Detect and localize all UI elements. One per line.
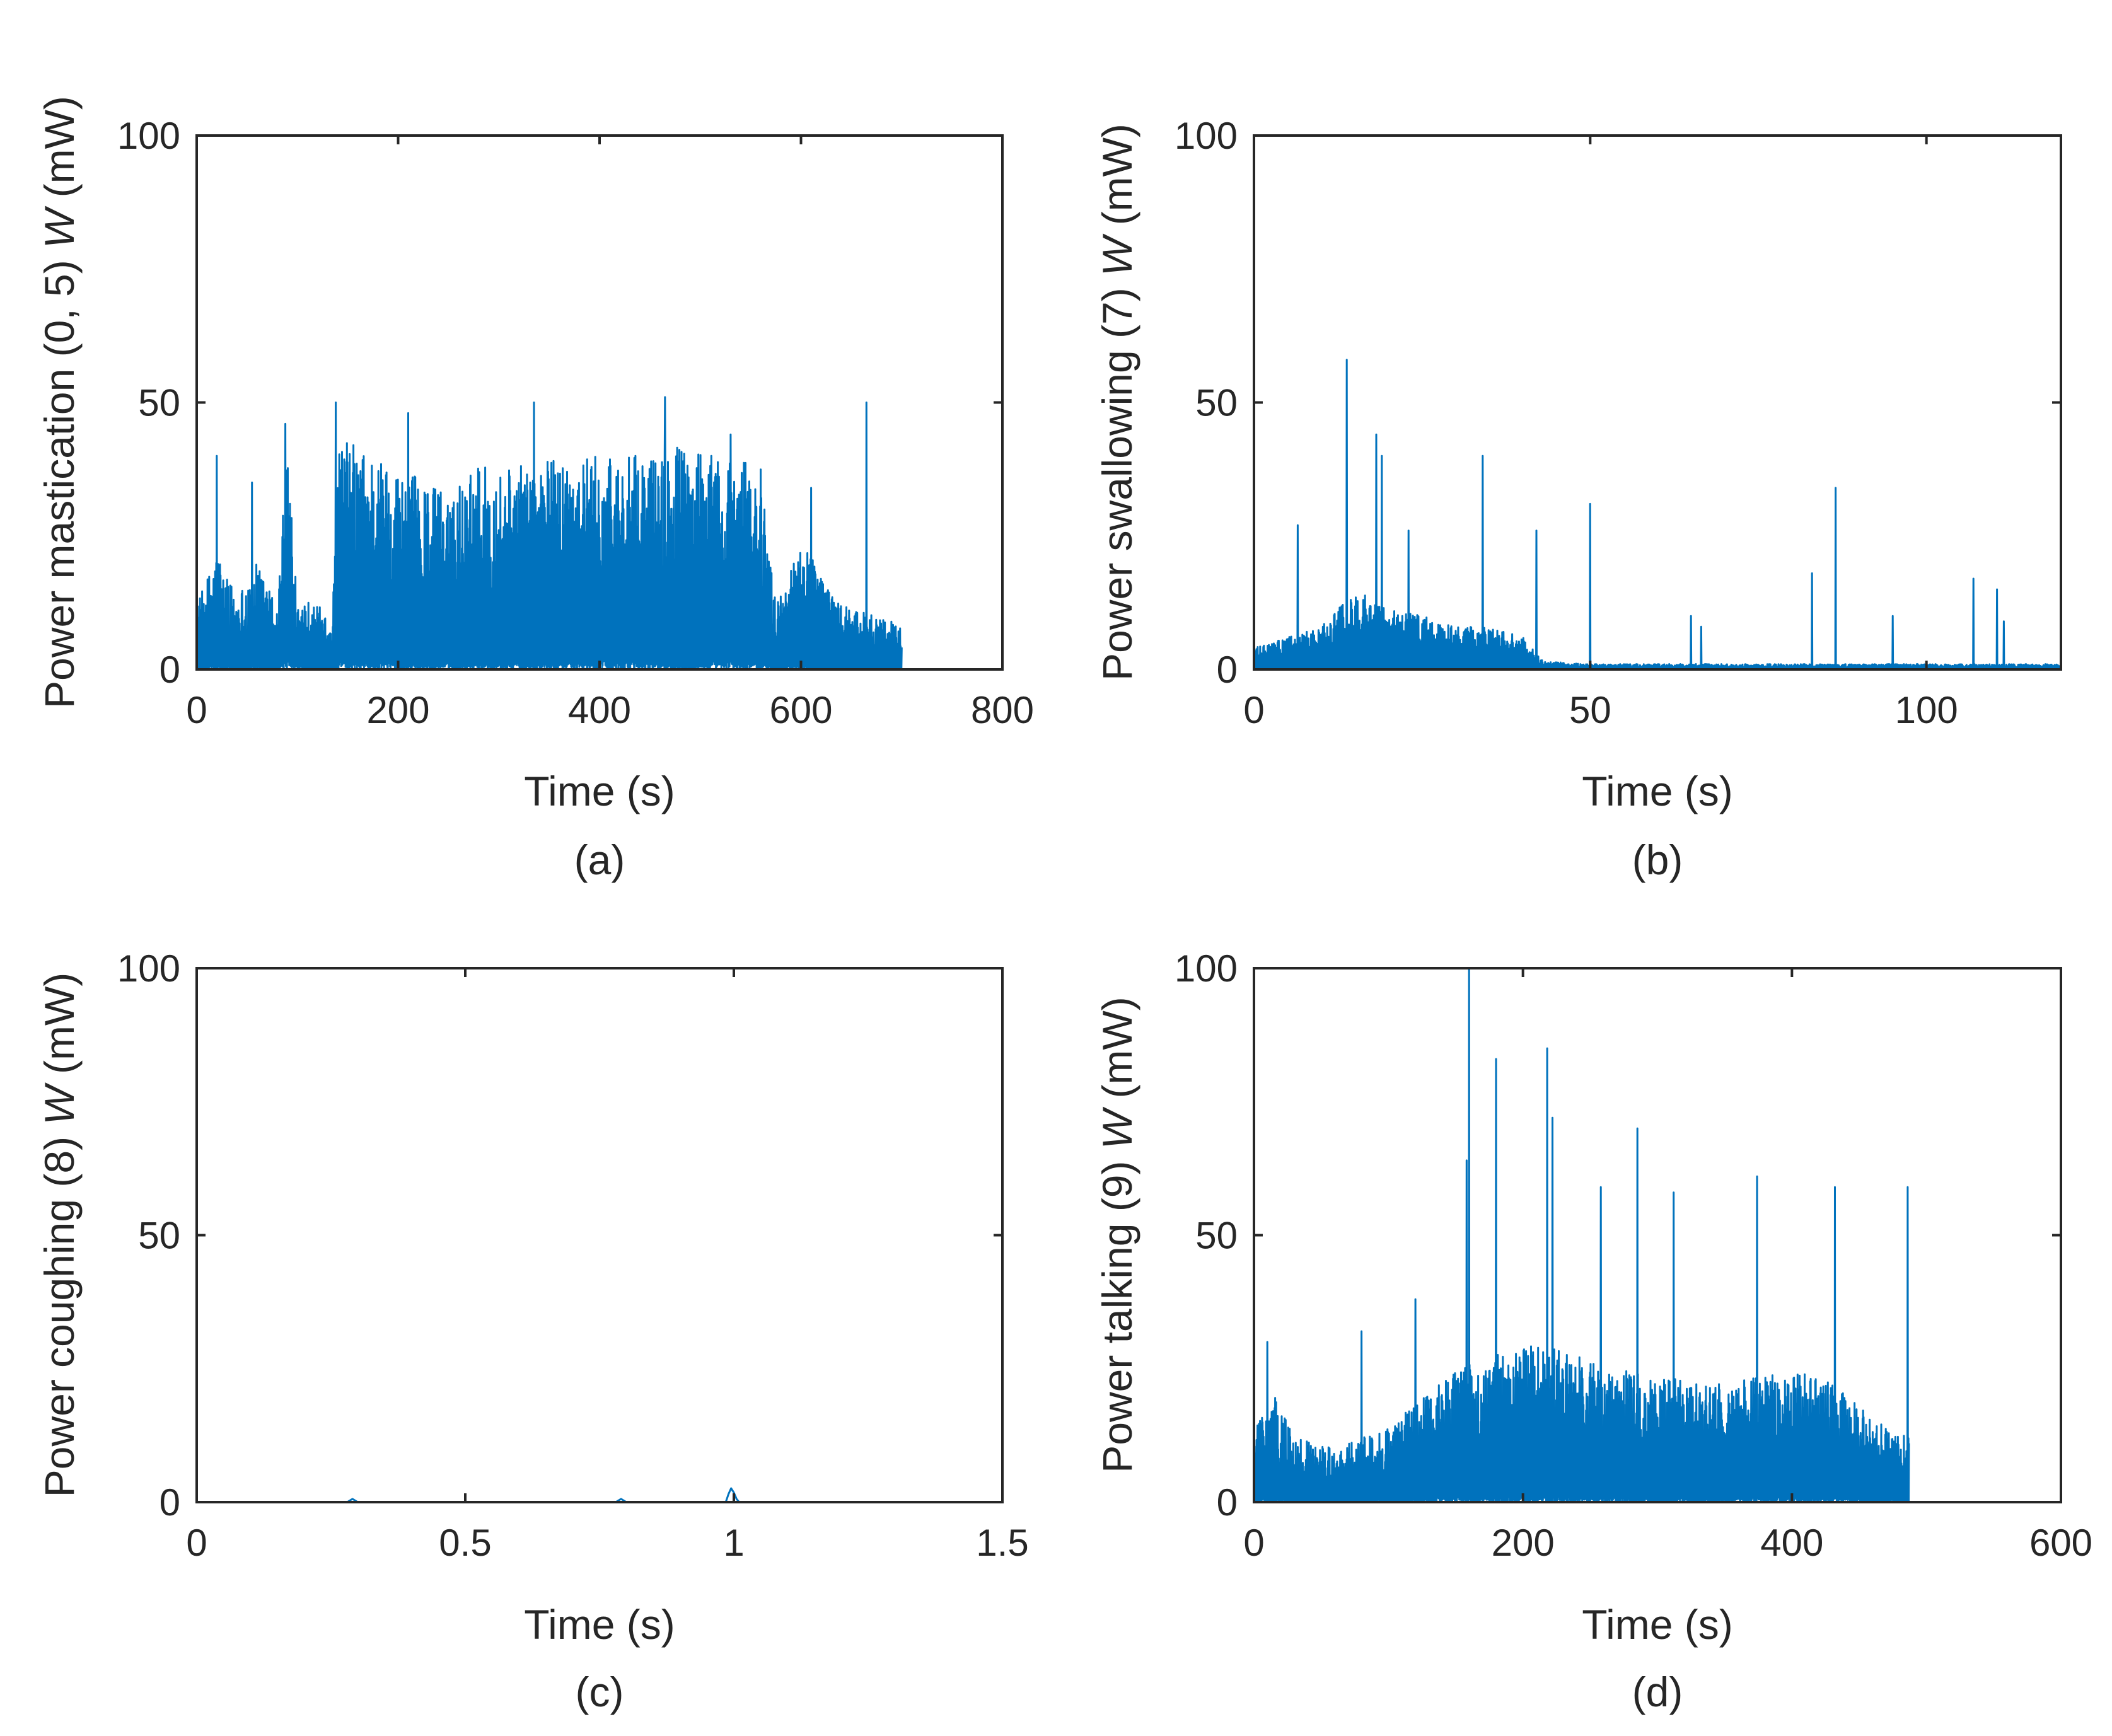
y-axis-label-d-var: W: [1094, 1106, 1140, 1149]
panel-c: 0 0.5 1 1.5 0 50 100 Time (s) Power coughing (…: [36, 947, 1029, 1715]
panel-a: 0 200 400 600 800 0 50 100 Time (s) Power masti…: [36, 96, 1034, 883]
x-tick-label-b: 50: [1569, 689, 1611, 731]
y-axis-label-a-prefix: Power mastication (0, 5): [36, 248, 83, 709]
x-tick-label-d: 400: [1760, 1522, 1823, 1564]
y-axis-label-b-var: W: [1094, 233, 1140, 276]
x-tick-label-c: 0.5: [439, 1522, 491, 1564]
y-axis-label-b-prefix: Power swallowing (7): [1094, 276, 1140, 681]
panel-b: 0 50 100 0 50 100 Time (s) Power swallowing (…: [1094, 115, 2062, 883]
y-axis-label-d: Power talking (9) W (mW): [1094, 997, 1140, 1473]
ticks-d: 0 200 400 600 0 50 100: [1175, 947, 2092, 1564]
y-axis-label-c-var: W: [36, 1082, 83, 1125]
y-tick-label-b: 100: [1175, 115, 1238, 157]
x-tick-label-d: 0: [1243, 1522, 1264, 1564]
y-tick-label-a: 50: [138, 382, 180, 424]
series-line-d: [1253, 967, 1910, 1503]
series-line-a: [195, 396, 903, 671]
panel-label-a: (a): [574, 836, 625, 883]
y-axis-label-a: Power mastication (0, 5) W (mW): [36, 96, 83, 709]
x-tick-label-b: 100: [1895, 689, 1958, 731]
x-tick-label-c: 1.5: [976, 1522, 1028, 1564]
x-axis-label-c: Time (s): [524, 1601, 675, 1648]
x-tick-label-b: 0: [1243, 689, 1264, 731]
y-tick-label-d: 50: [1195, 1215, 1238, 1257]
y-tick-label-a: 0: [160, 649, 180, 691]
y-tick-label-d: 100: [1175, 947, 1238, 990]
y-tick-label-c: 100: [117, 947, 180, 990]
series-d: [1253, 967, 1910, 1503]
x-tick-label-a: 200: [366, 689, 429, 731]
panel-label-b: (b): [1632, 836, 1683, 883]
x-tick-label-c: 0: [186, 1522, 207, 1564]
x-tick-label-a: 800: [971, 689, 1034, 731]
x-tick-label-a: 600: [769, 689, 832, 731]
panel-label-d: (d): [1632, 1669, 1683, 1715]
panel-d: 0 200 400 600 0 50 100 Time (s) Power talking …: [1094, 947, 2092, 1715]
y-axis-label-a-var: W: [36, 205, 83, 248]
y-axis-label-d-unit: (mW): [1094, 997, 1140, 1110]
panel-label-c: (c): [576, 1669, 624, 1715]
x-tick-label-a: 0: [186, 689, 207, 731]
y-tick-label-c: 50: [138, 1215, 180, 1257]
x-axis-label-b: Time (s): [1582, 768, 1733, 814]
y-tick-label-a: 100: [117, 115, 180, 157]
y-axis-label-d-prefix: Power talking (9): [1094, 1149, 1140, 1473]
y-axis-label-c: Power coughing (8) W (mW): [36, 973, 83, 1498]
y-tick-label-b: 50: [1195, 382, 1238, 424]
y-axis-label-c-unit: (mW): [36, 973, 83, 1086]
y-tick-label-b: 0: [1217, 649, 1238, 691]
y-axis-label-b: Power swallowing (7) W (mW): [1094, 124, 1140, 681]
x-tick-label-d: 200: [1492, 1522, 1555, 1564]
x-tick-label-c: 1: [723, 1522, 744, 1564]
series-a: [195, 396, 903, 671]
y-tick-label-d: 0: [1217, 1481, 1238, 1524]
x-tick-label-d: 600: [2029, 1522, 2092, 1564]
y-axis-label-c-prefix: Power coughing (8): [36, 1125, 83, 1498]
x-axis-label-a: Time (s): [524, 768, 675, 814]
ticks-a: 0 200 400 600 800 0 50 100: [117, 115, 1034, 731]
y-tick-label-c: 0: [160, 1481, 180, 1524]
x-tick-label-a: 400: [568, 689, 631, 731]
y-axis-label-a-unit: (mW): [36, 96, 83, 209]
ticks-b: 0 50 100 0 50 100: [1175, 115, 2061, 731]
x-axis-label-d: Time (s): [1582, 1601, 1733, 1648]
ticks-c: 0 0.5 1 1.5 0 50 100: [117, 947, 1029, 1564]
y-axis-label-b-unit: (mW): [1094, 124, 1140, 237]
